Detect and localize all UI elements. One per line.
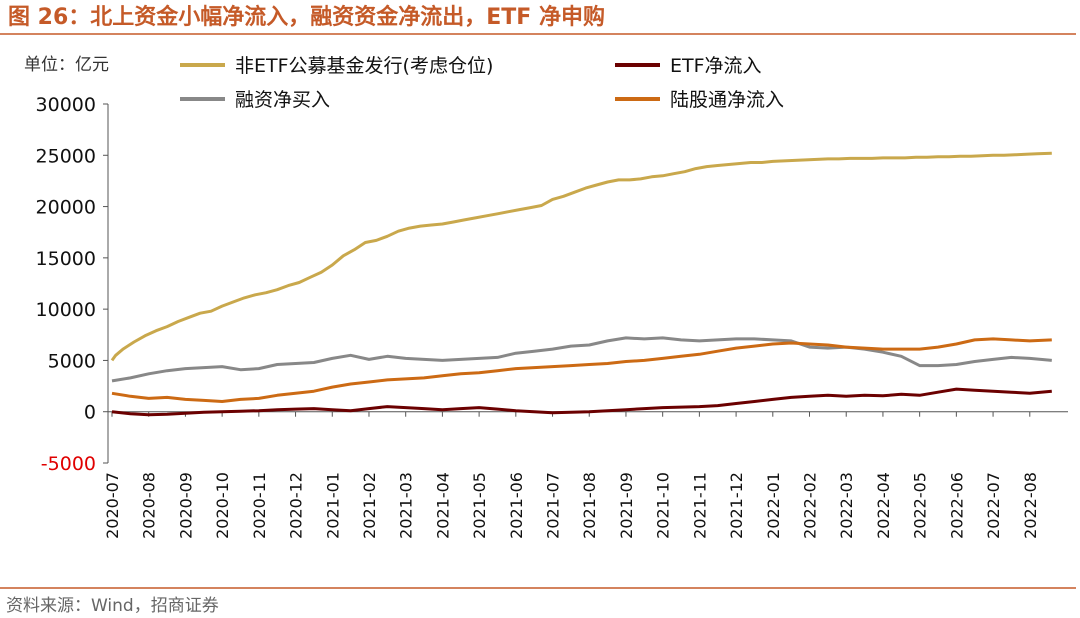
x-tick-label: 2022-02 <box>801 472 820 539</box>
x-tick-label: 2022-06 <box>947 472 966 539</box>
y-tick-label: -5000 <box>41 453 96 475</box>
legend-label-nonetf-fund: 非ETF公募基金发行(考虑仓位) <box>235 55 493 77</box>
legend-label-margin-net-buy: 融资净买入 <box>235 89 330 111</box>
x-tick-label: 2022-03 <box>837 472 856 539</box>
legend-item-etf-inflow: ETF净流入 <box>615 55 762 77</box>
legend-item-northbound-inflow: 陆股通净流入 <box>615 89 784 111</box>
series-line-etf-inflow <box>111 387 1052 417</box>
y-tick-label: 10000 <box>36 299 96 321</box>
series-layer <box>110 151 1052 417</box>
chart-title: 图 26：北上资金小幅净流入，融资资金净流出，ETF 净申购 <box>8 4 605 30</box>
y-axis: 30000 25000 20000 15000 10000 5000 0 -5000 <box>36 94 109 475</box>
x-tick-label: 2020-07 <box>103 472 122 539</box>
unit-label: 单位：亿元 <box>24 55 109 75</box>
x-tick-label: 2021-07 <box>544 472 563 539</box>
x-tick-label: 2021-04 <box>433 472 452 539</box>
x-tick-label: 2021-09 <box>617 472 636 539</box>
x-tick-label: 2021-08 <box>580 472 599 539</box>
x-tick-label: 2021-03 <box>397 472 416 539</box>
y-tick-label: 0 <box>84 402 96 424</box>
x-tick-label: 2022-04 <box>874 472 893 539</box>
y-tick-label: 30000 <box>36 94 96 116</box>
x-tick-label: 2020-08 <box>140 472 159 539</box>
x-tick-label: 2020-11 <box>250 472 269 539</box>
y-tick-label: 5000 <box>48 350 96 372</box>
legend-item-margin-net-buy: 融资净买入 <box>180 89 330 111</box>
x-tick-label: 2021-10 <box>654 472 673 539</box>
legend-item-nonetf-fund: 非ETF公募基金发行(考虑仓位) <box>180 55 493 77</box>
x-tick-label: 2021-01 <box>323 472 342 539</box>
series-line-margin-net-buy <box>111 336 1052 383</box>
series-line-northbound-inflow <box>111 337 1052 403</box>
y-tick-label: 15000 <box>36 248 96 270</box>
y-tick-label: 25000 <box>36 145 96 167</box>
legend: 非ETF公募基金发行(考虑仓位) ETF净流入 融资净买入 陆股通净流入 <box>180 55 784 111</box>
x-tick-label: 2021-12 <box>727 472 746 539</box>
series-line-nonetf-fund <box>110 151 1052 362</box>
source-note: 资料来源：Wind，招商证券 <box>6 596 219 616</box>
x-tick-label: 2022-01 <box>764 472 783 539</box>
legend-label-etf-inflow: ETF净流入 <box>670 55 762 77</box>
x-tick-label: 2020-09 <box>176 472 195 539</box>
x-tick-label: 2021-05 <box>470 472 489 539</box>
y-tick-label: 20000 <box>36 197 96 219</box>
x-tick-label: 2021-11 <box>690 472 709 539</box>
x-tick-label: 2021-06 <box>507 472 526 539</box>
x-tick-label: 2022-08 <box>1021 472 1040 539</box>
x-axis: 2020-07 2020-08 2020-09 2020-10 2020-11 2020-… <box>103 411 1068 539</box>
x-tick-label: 2020-10 <box>213 472 232 539</box>
x-tick-label: 2020-12 <box>287 472 306 539</box>
x-tick-label: 2022-07 <box>984 472 1003 539</box>
legend-label-northbound-inflow: 陆股通净流入 <box>670 89 784 111</box>
x-tick-label: 2021-02 <box>360 472 379 539</box>
x-tick-label: 2022-05 <box>911 472 930 539</box>
